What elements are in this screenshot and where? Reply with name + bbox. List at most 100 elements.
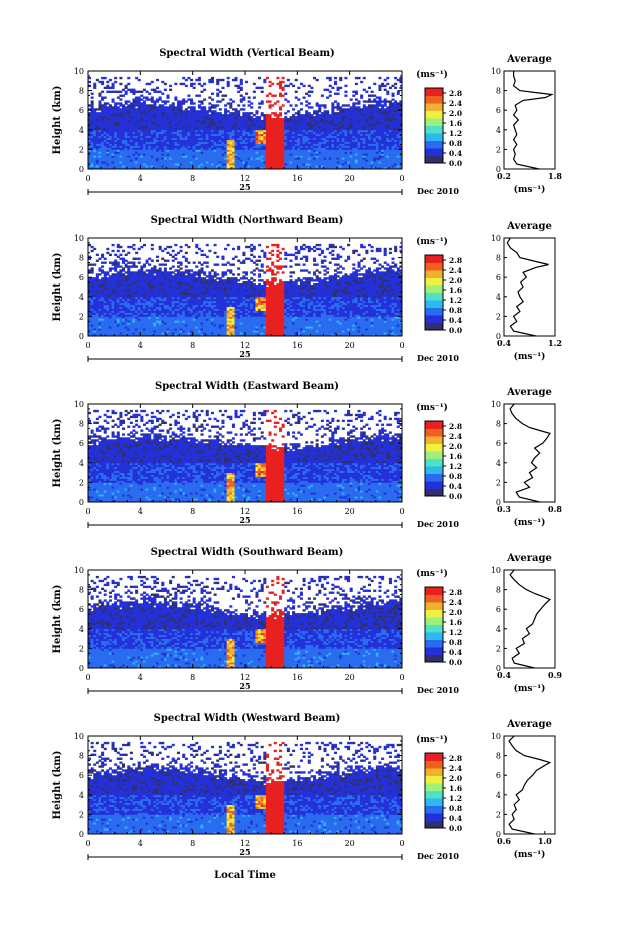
heatmap-cell [143, 89, 146, 91]
heatmap-cell [117, 96, 120, 98]
heatmap-cell [119, 77, 122, 79]
heatmap-cell [169, 104, 172, 106]
heatmap-cell [193, 87, 196, 89]
heatmap-cell [148, 83, 151, 85]
heatmap-cell [208, 106, 211, 108]
heatmap-cell [130, 89, 133, 91]
heatmap-cell [211, 77, 214, 79]
heatmap-cell [219, 108, 222, 110]
heatmap-cell [182, 110, 185, 112]
heatmap-cell [101, 104, 104, 106]
heatmap-cell [219, 91, 222, 93]
heatmap-cell [164, 83, 167, 85]
heatmap-cell [146, 91, 149, 93]
heatmap-cell [148, 93, 151, 95]
heatmap-cell [203, 89, 206, 91]
heatmap-cell [109, 91, 112, 93]
heatmap-cell [132, 98, 135, 100]
heatmap-cell [104, 87, 107, 89]
heatmap-cell [106, 91, 109, 93]
heatmap-cell [224, 104, 227, 106]
heatmap-cell [201, 85, 204, 87]
heatmap-cell [201, 106, 204, 108]
heatmap-cell [112, 106, 115, 108]
heatmap-cell [219, 100, 222, 102]
heatmap-cell [140, 98, 143, 100]
heatmap-cell [190, 106, 193, 108]
heatmap-cell [172, 102, 175, 104]
heatmap-cell [211, 104, 214, 106]
heatmap-cell [169, 85, 172, 87]
heatmap-cell [221, 98, 224, 100]
heatmap-cell [106, 85, 109, 87]
heatmap-cell [161, 93, 164, 95]
heatmap-cell [201, 91, 204, 93]
heatmap-cell [221, 87, 224, 89]
heatmap-cell [127, 77, 130, 79]
heatmap-cell [117, 91, 120, 93]
heatmap-cell [104, 77, 107, 79]
heatmap-cell [125, 91, 128, 93]
heatmap-cell [195, 110, 198, 112]
heatmap-cell [140, 102, 143, 104]
heatmap-cell [101, 81, 104, 83]
heatmap-cell [156, 98, 159, 100]
heatmap-cell [119, 102, 122, 104]
heatmap-cell [114, 91, 117, 93]
heatmap-cell [93, 108, 96, 110]
heatmap-cell [112, 83, 115, 85]
heatmap-cell [127, 83, 130, 85]
heatmap-cell [177, 100, 180, 102]
heatmap-cell [180, 100, 183, 102]
heatmap-cell [125, 100, 128, 102]
heatmap-cell [206, 110, 209, 112]
heatmap-cell [96, 108, 99, 110]
heatmap-cell [138, 91, 141, 93]
heatmap-cell [174, 83, 177, 85]
heatmap-cell [119, 95, 122, 97]
heatmap-cell [151, 96, 154, 98]
heatmap-cell [135, 77, 138, 79]
heatmap-cell [167, 106, 170, 108]
heatmap-cell [182, 83, 185, 85]
heatmap-cell [91, 96, 94, 98]
heatmap-cell [106, 106, 109, 108]
heatmap-cell [187, 95, 190, 97]
heatmap-cell [153, 89, 156, 91]
heatmap-cell [91, 93, 94, 95]
heatmap-cell [224, 108, 227, 110]
heatmap-cell [98, 93, 101, 95]
heatmap-cell [193, 106, 196, 108]
heatmap-cell [216, 79, 219, 81]
heatmap-cell [101, 91, 104, 93]
heatmap-cell [153, 100, 156, 102]
heatmap-cell [119, 98, 122, 100]
heatmap-cell [208, 96, 211, 98]
heatmap-cell [198, 100, 201, 102]
heatmap-cell [187, 98, 190, 100]
heatmap-cell [198, 95, 201, 97]
heatmap-cell [156, 87, 159, 89]
heatmap-cell [112, 98, 115, 100]
heatmap-cell [198, 77, 201, 79]
heatmap-cell [98, 112, 101, 114]
heatmap-cell [125, 85, 128, 87]
heatmap-cell [164, 89, 167, 91]
heatmap [88, 77, 402, 170]
heatmap-cell [151, 89, 154, 91]
heatmap-cell [125, 106, 128, 108]
heatmap-cell [148, 104, 151, 106]
heatmap-cell [221, 114, 224, 116]
heatmap-cell [203, 83, 206, 85]
heatmap-cell [143, 100, 146, 102]
heatmap-cell [190, 98, 193, 100]
heatmap-cell [195, 79, 198, 81]
heatmap-cell [161, 104, 164, 106]
heatmap-cell [159, 91, 162, 93]
heatmap-cell [201, 100, 204, 102]
heatmap-cell [185, 85, 188, 87]
heatmap-cell [174, 96, 177, 98]
heatmap-cell [135, 96, 138, 98]
panel-title: Spectral Width (Vertical Beam) [159, 48, 335, 59]
heatmap-cell [156, 79, 159, 81]
